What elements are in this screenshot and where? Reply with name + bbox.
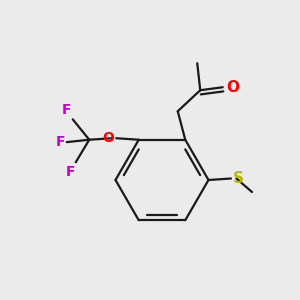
Text: F: F <box>56 135 65 149</box>
Text: O: O <box>102 131 114 145</box>
Text: F: F <box>62 103 71 117</box>
Text: O: O <box>226 80 239 95</box>
Text: S: S <box>232 171 244 186</box>
Text: F: F <box>66 165 75 178</box>
